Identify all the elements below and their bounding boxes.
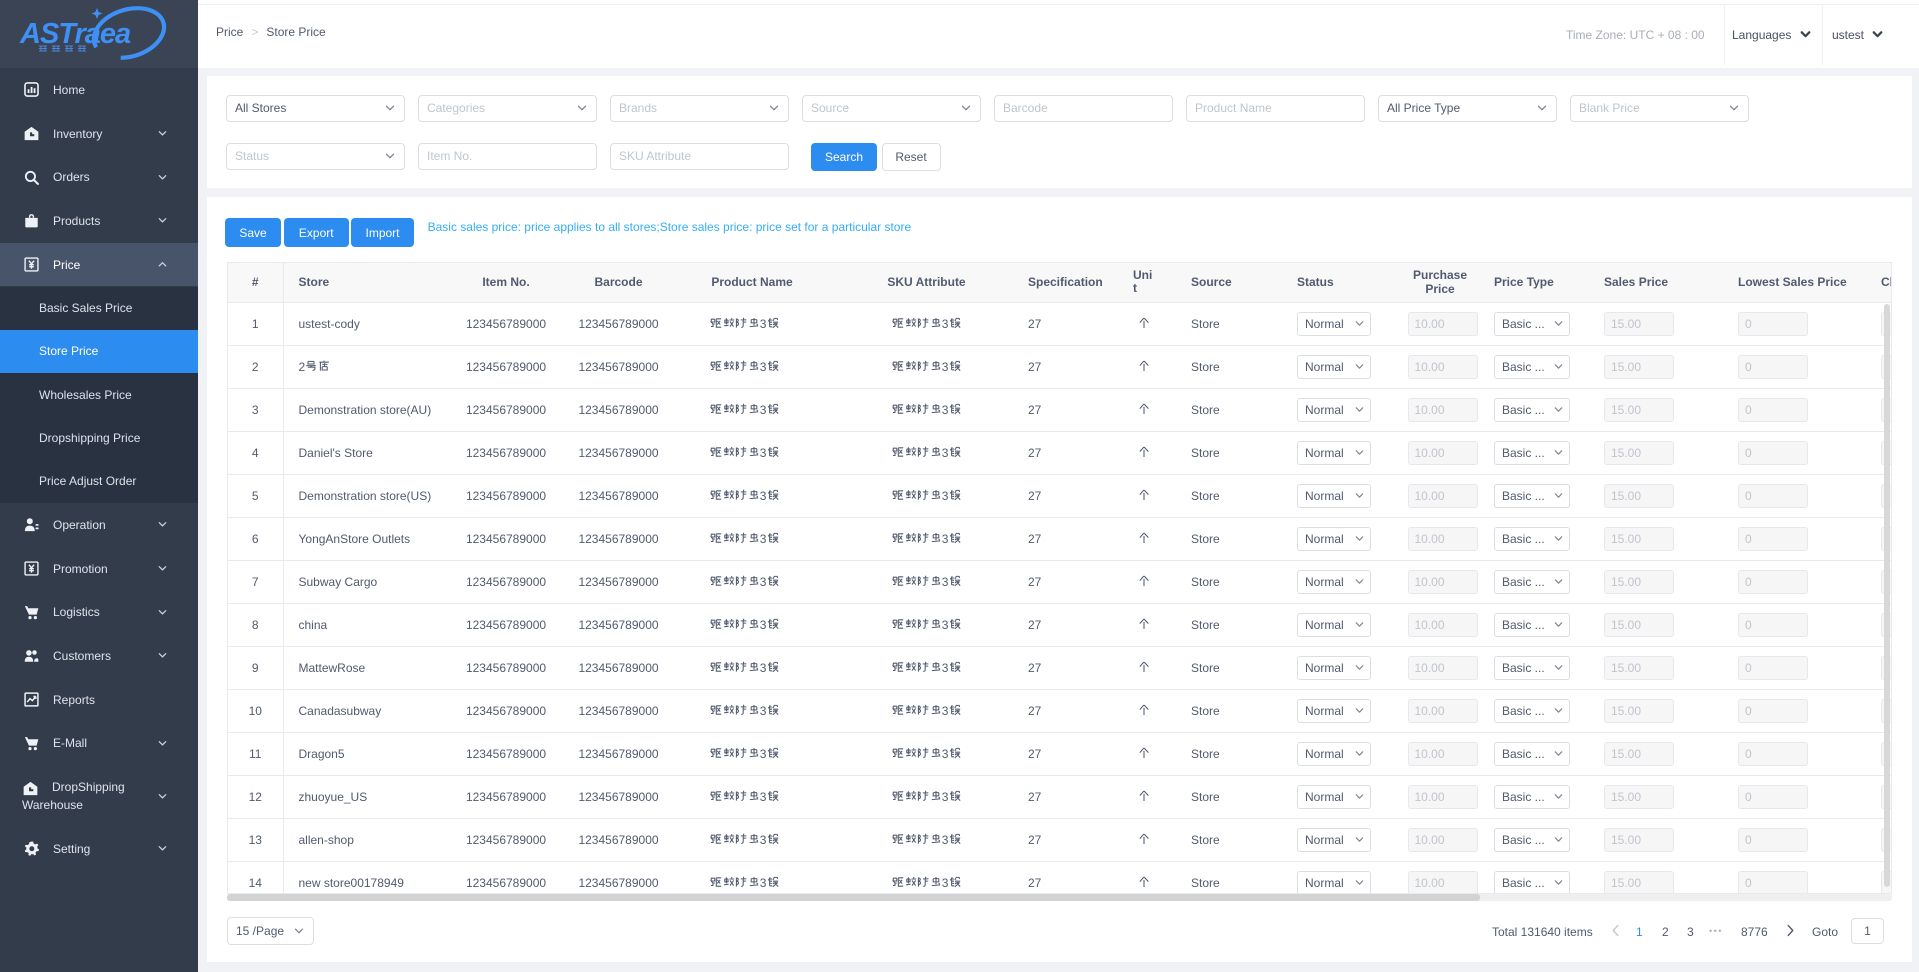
svg-text:ASTraea: ASTraea bbox=[19, 18, 131, 50]
